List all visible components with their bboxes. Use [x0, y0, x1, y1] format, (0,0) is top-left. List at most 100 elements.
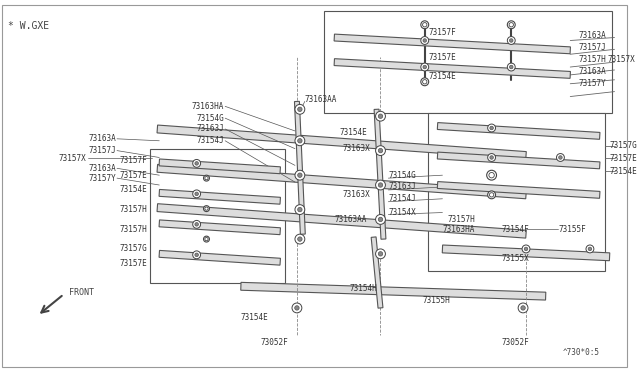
Circle shape: [193, 190, 200, 198]
Circle shape: [421, 78, 429, 86]
Text: 73163A: 73163A: [578, 31, 606, 40]
Circle shape: [422, 23, 427, 27]
Text: 73154G: 73154G: [388, 171, 416, 180]
Circle shape: [298, 207, 302, 212]
Text: 73052F: 73052F: [501, 338, 529, 347]
Text: 73157H: 73157H: [578, 55, 606, 64]
Text: 73157J: 73157J: [578, 43, 606, 52]
Text: 73154E: 73154E: [339, 128, 367, 137]
Text: * W.GXE: * W.GXE: [8, 21, 49, 31]
Circle shape: [195, 161, 198, 165]
Circle shape: [488, 154, 495, 161]
Text: 73154G: 73154G: [196, 114, 224, 123]
Text: 73052F: 73052F: [260, 338, 288, 347]
Text: 73157E: 73157E: [609, 154, 637, 163]
Circle shape: [193, 160, 200, 167]
Text: 73163A: 73163A: [578, 67, 606, 77]
Circle shape: [522, 245, 530, 253]
Polygon shape: [437, 182, 600, 198]
Circle shape: [423, 39, 426, 42]
Circle shape: [195, 192, 198, 196]
Circle shape: [421, 21, 429, 29]
Circle shape: [557, 154, 564, 161]
Circle shape: [195, 253, 198, 257]
Circle shape: [295, 234, 305, 244]
Circle shape: [378, 251, 383, 256]
Text: 73155F: 73155F: [559, 225, 586, 234]
Circle shape: [295, 105, 305, 114]
Polygon shape: [159, 159, 280, 174]
Text: 73154X: 73154X: [388, 208, 416, 217]
Circle shape: [559, 156, 562, 159]
Text: 73163HA: 73163HA: [192, 102, 224, 111]
Text: 73157F: 73157F: [120, 156, 147, 165]
Text: 73154E: 73154E: [429, 73, 456, 81]
Text: 73154E: 73154E: [609, 167, 637, 176]
Text: 73163HA: 73163HA: [442, 225, 475, 234]
Text: FRONT: FRONT: [69, 288, 94, 297]
Text: 73163X: 73163X: [342, 190, 370, 199]
Text: 73163A: 73163A: [88, 134, 116, 143]
Circle shape: [378, 148, 383, 153]
Circle shape: [295, 205, 305, 215]
Polygon shape: [442, 245, 610, 261]
Circle shape: [588, 247, 592, 251]
Circle shape: [586, 245, 594, 253]
Polygon shape: [159, 220, 280, 235]
Circle shape: [486, 170, 497, 180]
Text: 73157E: 73157E: [120, 259, 147, 268]
Circle shape: [298, 237, 302, 241]
Circle shape: [295, 136, 305, 146]
Circle shape: [294, 306, 299, 310]
Circle shape: [376, 146, 385, 155]
Circle shape: [298, 173, 302, 177]
Text: 73157G: 73157G: [609, 141, 637, 150]
Text: 73157Y: 73157Y: [578, 79, 606, 88]
Circle shape: [521, 306, 525, 310]
Text: 73154F: 73154F: [501, 225, 529, 234]
Text: 73154H: 73154H: [349, 284, 377, 293]
Polygon shape: [157, 204, 526, 238]
Circle shape: [376, 215, 385, 224]
Polygon shape: [159, 250, 280, 265]
Circle shape: [204, 175, 209, 181]
Circle shape: [193, 251, 200, 259]
Text: 73154J: 73154J: [388, 194, 416, 203]
Circle shape: [298, 138, 302, 143]
Circle shape: [195, 222, 198, 226]
Text: 73154E: 73154E: [120, 185, 147, 195]
Circle shape: [204, 206, 209, 212]
Polygon shape: [241, 282, 546, 300]
Bar: [150, 149, 285, 283]
Circle shape: [509, 39, 513, 42]
Circle shape: [378, 217, 383, 222]
Circle shape: [295, 170, 305, 180]
Text: 73163J: 73163J: [196, 125, 224, 134]
Circle shape: [490, 126, 493, 130]
Polygon shape: [157, 125, 526, 160]
Polygon shape: [157, 164, 526, 199]
Text: 73157X: 73157X: [59, 154, 86, 163]
Circle shape: [524, 247, 528, 251]
Text: 73157G: 73157G: [120, 244, 147, 253]
Circle shape: [421, 36, 429, 44]
Text: 73157J: 73157J: [88, 146, 116, 155]
Circle shape: [488, 191, 495, 199]
Text: 73157F: 73157F: [429, 28, 456, 37]
Circle shape: [298, 107, 302, 112]
Text: 73157E: 73157E: [429, 53, 456, 62]
Polygon shape: [334, 59, 570, 78]
Polygon shape: [294, 101, 305, 234]
Text: 73154E: 73154E: [241, 313, 269, 322]
Polygon shape: [159, 189, 280, 204]
Text: 73157E: 73157E: [120, 171, 147, 180]
Circle shape: [508, 21, 515, 29]
Text: 73163X: 73163X: [342, 144, 370, 153]
Circle shape: [490, 156, 493, 159]
Circle shape: [488, 124, 495, 132]
Text: 73157Y: 73157Y: [88, 174, 116, 183]
Polygon shape: [334, 34, 570, 54]
Circle shape: [193, 221, 200, 228]
Circle shape: [205, 207, 208, 210]
Circle shape: [378, 114, 383, 118]
